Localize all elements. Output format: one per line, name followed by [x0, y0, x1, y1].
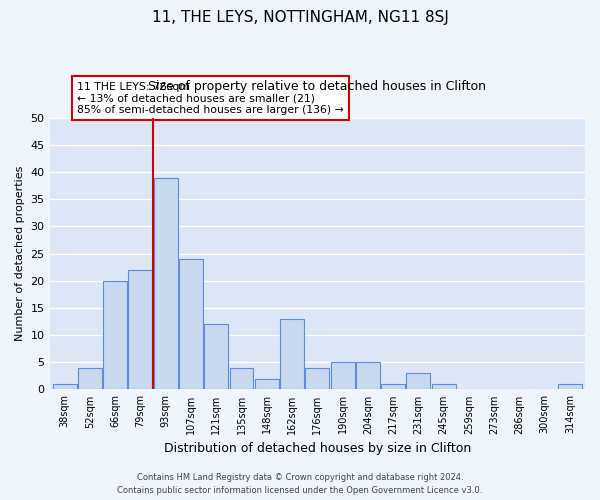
Bar [356, 362, 380, 390]
Bar [406, 373, 430, 390]
Bar [230, 368, 253, 390]
Bar [128, 270, 152, 390]
Bar [381, 384, 405, 390]
Bar [204, 324, 228, 390]
Bar [179, 259, 203, 390]
Bar [53, 384, 77, 390]
Bar [78, 368, 102, 390]
Text: Contains HM Land Registry data © Crown copyright and database right 2024.
Contai: Contains HM Land Registry data © Crown c… [118, 474, 482, 495]
Bar [558, 384, 582, 390]
Bar [103, 281, 127, 390]
Title: Size of property relative to detached houses in Clifton: Size of property relative to detached ho… [148, 80, 486, 93]
Y-axis label: Number of detached properties: Number of detached properties [15, 166, 25, 342]
Bar [305, 368, 329, 390]
Bar [154, 178, 178, 390]
Text: 11, THE LEYS, NOTTINGHAM, NG11 8SJ: 11, THE LEYS, NOTTINGHAM, NG11 8SJ [152, 10, 448, 25]
Text: 11 THE LEYS: 76sqm
← 13% of detached houses are smaller (21)
85% of semi-detache: 11 THE LEYS: 76sqm ← 13% of detached hou… [77, 82, 344, 115]
Bar [331, 362, 355, 390]
Bar [255, 378, 279, 390]
Bar [431, 384, 455, 390]
Bar [280, 319, 304, 390]
X-axis label: Distribution of detached houses by size in Clifton: Distribution of detached houses by size … [164, 442, 471, 455]
